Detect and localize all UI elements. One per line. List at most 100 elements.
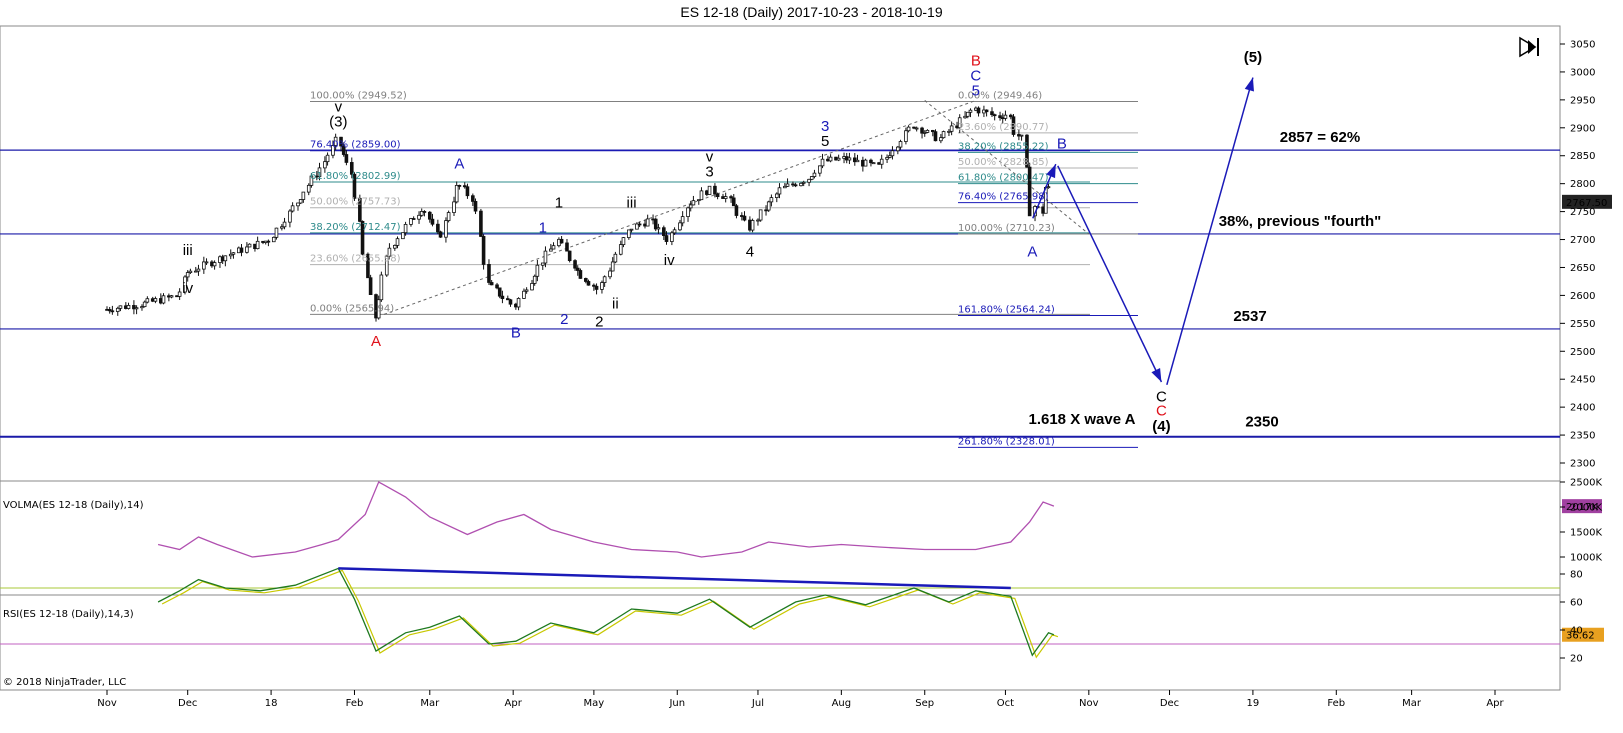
wave-label-4: (4) xyxy=(1152,418,1170,435)
wave-label: (3) xyxy=(329,113,347,130)
price-candle xyxy=(271,236,276,243)
wave-label: iv xyxy=(664,252,675,269)
volma-y-label: 1000K xyxy=(1570,553,1602,564)
y-tick-label: 2900 xyxy=(1570,123,1595,134)
price-candle xyxy=(479,210,483,237)
fib-level-label: 61.80% (2802.99) xyxy=(310,171,401,182)
fib-level-label: 76.40% (2859.00) xyxy=(310,140,401,151)
fib-level-label: 100.00% (2949.52) xyxy=(310,91,407,102)
price-candle xyxy=(419,211,424,216)
price-candle xyxy=(715,193,720,198)
price-candle xyxy=(635,223,639,230)
y-tick-label: 2300 xyxy=(1570,459,1595,470)
rsi-signal-line xyxy=(161,569,1059,659)
price-candle xyxy=(957,117,962,129)
price-candle xyxy=(965,111,970,117)
rsi-last-tag xyxy=(1562,627,1604,642)
x-tick-label: Dec xyxy=(178,698,197,709)
rsi-y-label: 40 xyxy=(1570,626,1583,637)
price-candle xyxy=(799,182,803,187)
price-candle xyxy=(301,191,306,200)
price-candle xyxy=(296,202,300,207)
y-tick-label: 2650 xyxy=(1570,263,1595,274)
price-candle xyxy=(349,162,354,175)
price-candle xyxy=(696,199,701,202)
projection-note: 1.618 X wave A xyxy=(1028,411,1135,428)
price-candle xyxy=(417,214,421,220)
rsi-line xyxy=(157,567,1055,657)
price-candle xyxy=(384,255,389,276)
price-candle xyxy=(890,150,895,157)
wave-label: 2 xyxy=(595,314,603,331)
fib-level-label: 50.00% (2828.85) xyxy=(958,157,1049,168)
collapse-panel-icon[interactable] xyxy=(1519,36,1539,58)
x-tick-label: Nov xyxy=(1079,698,1099,709)
price-candle xyxy=(855,159,860,163)
price-candle xyxy=(142,301,147,307)
price-candle xyxy=(422,211,427,213)
price-candle xyxy=(245,246,249,253)
price-candle xyxy=(575,267,580,271)
x-tick-label: Feb xyxy=(346,698,364,709)
volma-y-label: 2500K xyxy=(1570,478,1602,489)
y-tick-label: 3050 xyxy=(1570,40,1595,51)
price-candle xyxy=(869,159,873,164)
price-candle xyxy=(530,283,534,291)
price-candle xyxy=(653,218,658,230)
wave-label: 4 xyxy=(746,244,754,261)
wave-label: B xyxy=(1057,136,1067,153)
wave-label: C xyxy=(970,68,981,85)
wave-label: B xyxy=(511,325,521,342)
wave-label: 1 xyxy=(539,220,547,237)
y-tick-label: 2700 xyxy=(1570,235,1595,246)
fib-level-label: 50.00% (2757.73) xyxy=(310,197,401,208)
price-candle xyxy=(393,244,397,249)
price-candle xyxy=(613,253,618,263)
price-candle xyxy=(280,226,284,229)
price-candle xyxy=(409,218,413,225)
price-candle xyxy=(298,199,303,204)
price-candle xyxy=(610,261,615,272)
price-candle xyxy=(401,232,405,240)
volma-line xyxy=(157,481,1055,558)
price-candle xyxy=(379,274,384,301)
price-candle xyxy=(255,240,260,250)
price-candle xyxy=(812,172,817,177)
price-candle xyxy=(282,221,287,228)
price-candle xyxy=(656,227,661,230)
price-candle xyxy=(734,205,739,216)
price-candle xyxy=(922,132,927,134)
price-candle xyxy=(202,261,206,270)
price-candle xyxy=(505,298,510,301)
price-candle xyxy=(543,250,548,264)
price-candle xyxy=(920,127,924,134)
price-candle xyxy=(360,220,365,255)
price-candle xyxy=(145,298,150,303)
price-candle xyxy=(931,129,935,133)
price-candle xyxy=(573,260,577,269)
x-tick-label: Oct xyxy=(997,698,1014,709)
price-candle xyxy=(742,215,747,221)
projection-arrow-c-head xyxy=(1151,368,1162,382)
price-candle xyxy=(487,264,491,283)
price-candle xyxy=(1011,116,1016,135)
price-candle xyxy=(471,195,475,202)
price-candle xyxy=(933,131,938,142)
price-candle xyxy=(549,248,553,252)
price-candle xyxy=(847,157,852,161)
price-candle xyxy=(990,111,994,116)
price-candle xyxy=(885,157,889,160)
price-candle xyxy=(107,309,112,312)
price-candle xyxy=(998,115,1002,119)
level-note: 38%, previous "fourth" xyxy=(1219,213,1382,230)
price-candle xyxy=(110,310,115,313)
price-candle xyxy=(438,231,443,238)
price-candle xyxy=(452,201,456,213)
price-candle xyxy=(887,155,892,158)
price-candle xyxy=(333,136,338,146)
price-candle xyxy=(963,115,967,119)
price-candle xyxy=(290,205,295,212)
price-candle xyxy=(204,261,209,264)
wave-label-c-red: C xyxy=(1156,403,1167,420)
